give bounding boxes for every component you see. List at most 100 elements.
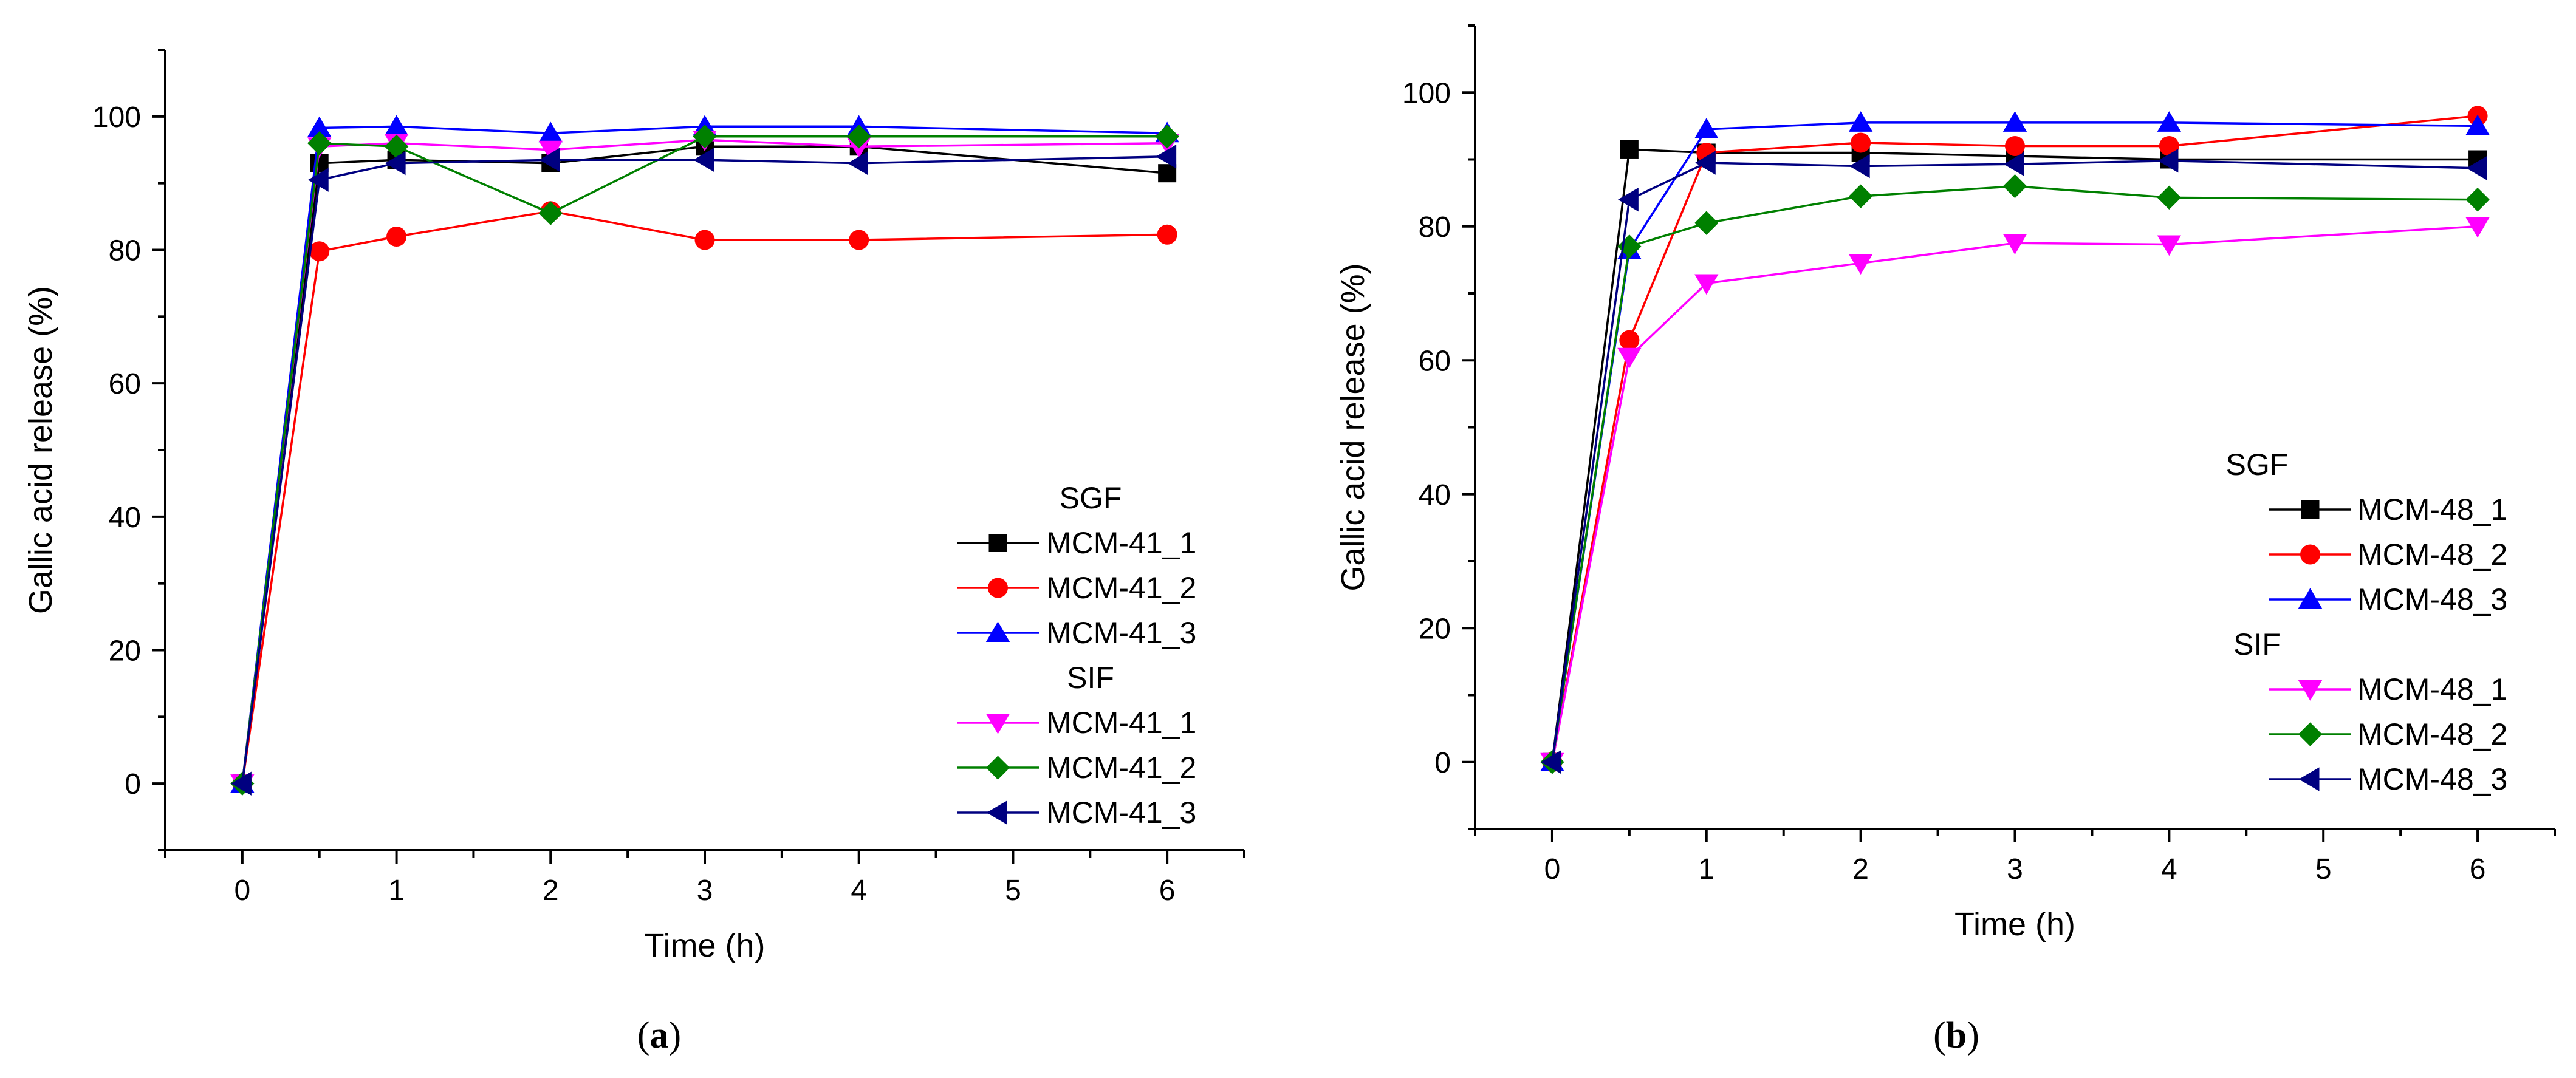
chart-panel-b: 0 20 40 60 80 100 0 1 2 3 4 5 6 Time (h) Gallic acid r… xyxy=(1335,24,2556,1056)
data-point xyxy=(2159,135,2179,156)
data-point xyxy=(2003,152,2024,176)
y-tick-label: 100 xyxy=(1402,77,1451,109)
data-point xyxy=(2465,217,2490,238)
data-point xyxy=(1619,330,1640,350)
panel-caption: (a) xyxy=(637,1015,681,1056)
data-point xyxy=(1848,254,1873,275)
series-sgf-mcm-41_3 xyxy=(230,115,1179,793)
legend-group-title: SGF xyxy=(2226,448,2289,482)
y-axis-label: Gallic acid release (%) xyxy=(1335,263,1371,591)
caption-close-paren: ) xyxy=(669,1015,682,1056)
chart-panel-a: 0 20 40 60 80 100 0 1 2 3 4 5 6 Time (h) Gallic acid r… xyxy=(22,49,1245,1056)
series-line xyxy=(1551,121,2478,763)
data-point xyxy=(1157,224,1177,245)
data-point xyxy=(1541,750,1561,774)
data-point xyxy=(307,116,332,137)
legend-group-title: SIF xyxy=(2233,627,2281,661)
series-line xyxy=(1551,225,2478,763)
legend-group-title: SGF xyxy=(1060,481,1122,515)
data-point xyxy=(384,115,409,136)
y-axis-label: Gallic acid release (%) xyxy=(22,286,59,614)
series-line xyxy=(241,125,1168,784)
data-point xyxy=(2002,111,2027,132)
data-point xyxy=(694,230,715,250)
data-point xyxy=(307,131,332,155)
y-tick-label: 20 xyxy=(1419,613,1451,645)
data-point xyxy=(2157,185,2182,210)
data-point xyxy=(1156,145,1177,169)
series-line xyxy=(1551,185,2478,763)
x-tick-label: 6 xyxy=(2470,853,2486,885)
legend-marker xyxy=(985,756,1010,780)
data-point xyxy=(1694,118,1719,138)
x-axis-label: Time (h) xyxy=(1954,906,2075,943)
data-point xyxy=(1155,125,1179,149)
y-tick-label: 40 xyxy=(109,502,141,534)
caption-open-paren: ( xyxy=(637,1015,650,1056)
caption-letter: b xyxy=(1946,1015,1967,1056)
data-point xyxy=(385,151,406,176)
caption-letter: a xyxy=(650,1015,669,1056)
legend-entry-label: MCM-48_2 xyxy=(2357,717,2507,751)
y-tick-label: 80 xyxy=(109,235,141,267)
series-sif-mcm-41_2 xyxy=(230,125,1179,796)
data-point xyxy=(2466,156,2487,180)
legend-entry-label: MCM-41_1 xyxy=(1046,526,1196,560)
y-tick-label: 100 xyxy=(92,101,141,134)
data-point xyxy=(2002,234,2027,255)
y-tick-label: 0 xyxy=(1434,747,1451,779)
data-point xyxy=(1695,151,1716,175)
data-point xyxy=(1617,347,1642,369)
x-tick-label: 4 xyxy=(851,875,867,907)
y-tick-label: 60 xyxy=(109,368,141,400)
legend-entry-label: MCM-41_2 xyxy=(1046,571,1196,605)
legend-entry-label: MCM-48_2 xyxy=(2357,537,2507,571)
legend-marker xyxy=(2298,588,2323,609)
series-line xyxy=(241,210,1168,784)
legend-marker xyxy=(2298,680,2323,701)
series-sgf-mcm-48_2 xyxy=(1542,106,2488,773)
x-tick-label: 5 xyxy=(2315,853,2332,885)
data-point xyxy=(1694,274,1719,295)
x-tick-label: 6 xyxy=(1159,875,1176,907)
series-line xyxy=(241,155,1168,784)
caption-open-paren: ( xyxy=(1933,1015,1946,1056)
data-point xyxy=(539,148,560,172)
y-tick-label: 0 xyxy=(125,768,141,800)
data-point xyxy=(1848,184,1873,208)
y-tick-label: 20 xyxy=(109,635,141,667)
x-tick-label: 1 xyxy=(388,875,405,907)
data-point xyxy=(1158,164,1177,183)
data-point xyxy=(2005,135,2025,156)
x-tick-label: 3 xyxy=(697,875,713,907)
y-tick-label: 80 xyxy=(1419,211,1451,244)
y-tick-label: 40 xyxy=(1419,479,1451,511)
series-sif-mcm-48_3 xyxy=(1541,149,2487,774)
x-tick-label: 0 xyxy=(1544,853,1561,885)
x-tick-label: 0 xyxy=(235,875,251,907)
data-point xyxy=(538,201,563,225)
y-tick-label: 60 xyxy=(1419,345,1451,377)
legend-entry-label: MCM-41_2 xyxy=(1046,751,1196,785)
legend-marker xyxy=(985,621,1010,642)
data-point xyxy=(231,771,252,796)
data-point xyxy=(307,168,329,192)
data-point xyxy=(538,121,563,143)
series-sgf-mcm-41_2 xyxy=(232,201,1177,794)
x-tick-label: 2 xyxy=(543,875,559,907)
legend-entry-label: MCM-48_1 xyxy=(2357,493,2507,527)
x-tick-label: 1 xyxy=(1698,853,1714,885)
legend-marker xyxy=(988,534,1007,552)
data-point xyxy=(1851,132,1871,153)
data-point xyxy=(693,125,717,149)
legend-group-title: SIF xyxy=(1067,661,1114,695)
legend-marker xyxy=(985,714,1010,734)
data-point xyxy=(1694,211,1719,235)
legend-entry-label: MCM-48_3 xyxy=(2357,762,2507,796)
series-sif-mcm-41_3 xyxy=(231,145,1177,796)
legend-entry-label: MCM-41_3 xyxy=(1046,616,1196,650)
data-point xyxy=(309,241,330,262)
x-axis-label: Time (h) xyxy=(645,927,766,964)
x-tick-label: 5 xyxy=(1005,875,1021,907)
